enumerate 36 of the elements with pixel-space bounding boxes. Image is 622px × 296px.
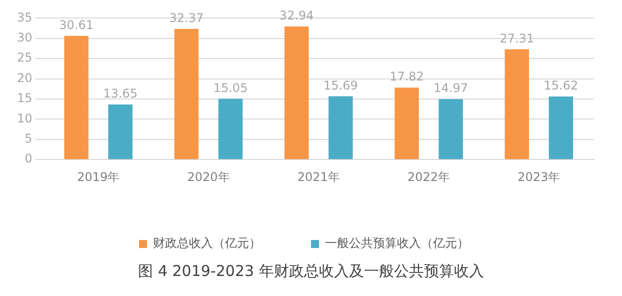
y-tick-label: 20 <box>16 70 32 85</box>
data-label: 30.61 <box>59 18 94 32</box>
text: 图 4 2019-2023 年财政总收入及一般公共预算收入 <box>137 262 485 281</box>
bar <box>174 28 199 160</box>
data-label: 15.62 <box>544 78 578 93</box>
y-tick-label: 10 <box>16 111 32 126</box>
bar <box>328 96 353 160</box>
data-label: 27.31 <box>500 31 534 46</box>
y-tick-label: 0 <box>24 152 32 166</box>
data-label: 32.37 <box>169 10 204 25</box>
bar <box>284 26 309 160</box>
data-label: 32.94 <box>279 8 314 23</box>
y-tick-label: 25 <box>16 50 32 65</box>
data-label: 14.97 <box>434 81 468 96</box>
data-label: 15.05 <box>213 80 248 95</box>
bar <box>218 98 243 160</box>
bar <box>438 99 463 160</box>
bar <box>548 96 574 160</box>
y-tick-label: 15 <box>16 91 32 106</box>
legend-label: 财政总收入（亿元） <box>153 236 261 250</box>
y-tick-label: 5 <box>24 132 32 146</box>
bar <box>64 36 88 160</box>
bar <box>394 88 419 160</box>
data-label: 15.69 <box>323 78 358 92</box>
y-tick-label: 35 <box>16 10 32 24</box>
x-tick-label: 2022年 <box>408 170 450 184</box>
legend-label: 一般公共预算收入（亿元） <box>325 236 469 250</box>
x-tick-label: 2021年 <box>297 170 340 184</box>
y-tick-label: 30 <box>16 30 32 45</box>
bar <box>108 104 132 160</box>
bar <box>504 49 530 160</box>
x-tick-label: 2023年 <box>518 170 560 184</box>
data-label: 17.82 <box>390 70 424 84</box>
data-label: 13.65 <box>103 86 138 101</box>
x-tick-label: 2020年 <box>187 170 230 184</box>
x-tick-label: 2019年 <box>77 170 120 184</box>
